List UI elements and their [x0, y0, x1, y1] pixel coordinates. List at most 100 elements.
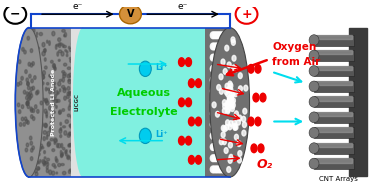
- Ellipse shape: [59, 79, 62, 81]
- Ellipse shape: [36, 47, 40, 50]
- Ellipse shape: [43, 49, 46, 52]
- Ellipse shape: [59, 129, 62, 133]
- Ellipse shape: [40, 101, 43, 105]
- Ellipse shape: [69, 57, 72, 60]
- Ellipse shape: [213, 65, 218, 72]
- Ellipse shape: [51, 75, 54, 79]
- Ellipse shape: [28, 93, 30, 97]
- Ellipse shape: [258, 144, 264, 153]
- Ellipse shape: [62, 77, 65, 82]
- Ellipse shape: [47, 88, 50, 90]
- Ellipse shape: [231, 91, 235, 97]
- Ellipse shape: [78, 47, 79, 49]
- Text: Oxygen: Oxygen: [272, 42, 317, 52]
- Ellipse shape: [212, 65, 217, 72]
- Ellipse shape: [27, 121, 29, 124]
- Ellipse shape: [224, 32, 229, 39]
- Ellipse shape: [210, 132, 215, 139]
- Ellipse shape: [68, 92, 70, 94]
- Ellipse shape: [64, 131, 67, 135]
- Ellipse shape: [32, 83, 34, 85]
- Ellipse shape: [43, 71, 46, 75]
- Ellipse shape: [80, 108, 83, 113]
- Ellipse shape: [221, 155, 226, 162]
- Ellipse shape: [227, 62, 231, 68]
- FancyBboxPatch shape: [314, 83, 354, 92]
- Ellipse shape: [215, 166, 220, 173]
- Ellipse shape: [63, 63, 67, 66]
- Ellipse shape: [224, 54, 229, 61]
- Ellipse shape: [36, 84, 38, 88]
- Ellipse shape: [227, 98, 231, 104]
- Ellipse shape: [46, 112, 48, 116]
- Ellipse shape: [76, 113, 79, 116]
- Ellipse shape: [64, 33, 67, 37]
- Ellipse shape: [79, 144, 82, 148]
- Ellipse shape: [37, 167, 40, 170]
- Ellipse shape: [17, 82, 19, 86]
- FancyBboxPatch shape: [314, 143, 354, 154]
- Ellipse shape: [219, 99, 224, 106]
- Ellipse shape: [34, 105, 37, 109]
- Ellipse shape: [228, 81, 232, 87]
- Ellipse shape: [225, 45, 229, 51]
- FancyBboxPatch shape: [316, 143, 352, 147]
- Ellipse shape: [213, 32, 218, 39]
- FancyBboxPatch shape: [314, 145, 354, 154]
- FancyBboxPatch shape: [314, 129, 354, 138]
- Ellipse shape: [222, 100, 226, 105]
- Ellipse shape: [218, 77, 223, 83]
- Ellipse shape: [222, 155, 227, 162]
- FancyBboxPatch shape: [316, 127, 352, 132]
- Ellipse shape: [222, 132, 227, 139]
- Ellipse shape: [60, 43, 62, 45]
- Ellipse shape: [230, 101, 234, 107]
- Ellipse shape: [50, 60, 53, 63]
- Ellipse shape: [79, 94, 82, 98]
- Ellipse shape: [216, 32, 221, 39]
- Ellipse shape: [225, 101, 229, 107]
- Ellipse shape: [32, 143, 36, 148]
- Ellipse shape: [69, 92, 72, 95]
- Ellipse shape: [234, 124, 238, 130]
- Ellipse shape: [38, 126, 40, 131]
- Ellipse shape: [59, 110, 62, 114]
- Ellipse shape: [224, 99, 229, 106]
- Ellipse shape: [50, 126, 53, 130]
- Ellipse shape: [74, 65, 77, 69]
- Ellipse shape: [31, 109, 33, 112]
- Ellipse shape: [221, 99, 226, 106]
- Ellipse shape: [73, 63, 75, 65]
- Ellipse shape: [33, 70, 35, 72]
- Ellipse shape: [37, 108, 39, 112]
- Ellipse shape: [222, 108, 226, 114]
- Ellipse shape: [28, 97, 30, 101]
- Ellipse shape: [41, 76, 45, 79]
- Ellipse shape: [188, 117, 194, 126]
- Ellipse shape: [66, 150, 67, 152]
- Ellipse shape: [30, 87, 33, 91]
- Ellipse shape: [224, 166, 229, 173]
- Ellipse shape: [179, 58, 185, 66]
- Ellipse shape: [44, 58, 46, 61]
- Ellipse shape: [35, 81, 39, 85]
- Ellipse shape: [51, 108, 54, 112]
- Ellipse shape: [41, 123, 43, 127]
- Ellipse shape: [228, 142, 232, 148]
- FancyBboxPatch shape: [71, 28, 83, 177]
- Ellipse shape: [222, 43, 227, 50]
- Ellipse shape: [222, 32, 227, 39]
- Ellipse shape: [210, 65, 215, 72]
- Ellipse shape: [30, 77, 33, 81]
- Ellipse shape: [54, 142, 56, 144]
- Ellipse shape: [29, 74, 31, 78]
- Ellipse shape: [33, 114, 35, 118]
- Ellipse shape: [39, 146, 41, 151]
- Ellipse shape: [66, 95, 69, 99]
- Ellipse shape: [69, 99, 72, 102]
- Ellipse shape: [27, 101, 29, 105]
- Ellipse shape: [56, 90, 58, 95]
- FancyBboxPatch shape: [83, 28, 215, 177]
- Ellipse shape: [76, 129, 78, 133]
- Ellipse shape: [233, 91, 238, 97]
